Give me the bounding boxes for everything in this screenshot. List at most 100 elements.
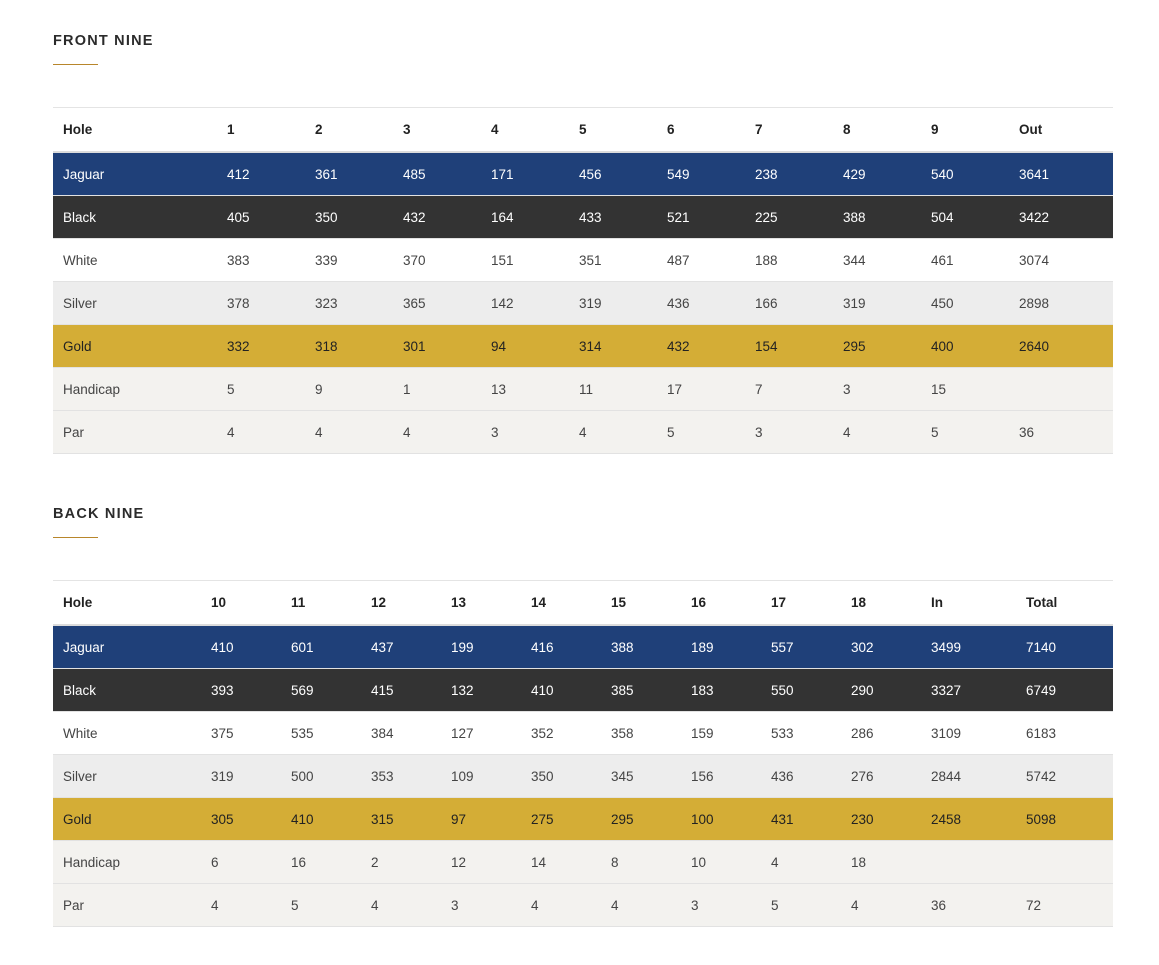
cell-value: 370 [393, 238, 481, 282]
cell-value: 36 [1009, 410, 1113, 454]
cell-value: 393 [201, 668, 281, 712]
cell-value: 295 [833, 324, 921, 368]
cell-value: 3109 [921, 711, 1016, 755]
cell-value: 275 [521, 797, 601, 841]
front-nine-scorecard: Hole 1 2 3 4 5 6 7 8 9 Out Jaguar 412 361 485 171 456 549… [53, 107, 1113, 454]
cell-value: 5 [761, 883, 841, 927]
cell-value: 3 [833, 367, 921, 411]
cell-value: 3499 [921, 625, 1016, 669]
cell-value: 4 [761, 840, 841, 884]
cell-value: 344 [833, 238, 921, 282]
cell-value: 5 [657, 410, 745, 454]
column-header: In [921, 580, 1016, 626]
cell-value: 540 [921, 152, 1009, 196]
cell-value: 4 [841, 883, 921, 927]
cell-value: 3 [745, 410, 833, 454]
cell-value: 5742 [1016, 754, 1113, 798]
cell-value: 549 [657, 152, 745, 196]
cell-value: 4 [569, 410, 657, 454]
cell-value: 436 [761, 754, 841, 798]
row-label: Silver [53, 754, 201, 798]
front-nine-title: FRONT NINE [53, 33, 154, 49]
row-label: Silver [53, 281, 217, 325]
cell-value: 127 [441, 711, 521, 755]
front-nine-section: FRONT NINE Hole 1 2 3 4 5 6 7 8 9 Out Jaguar 412 361 4… [53, 31, 1113, 454]
hole-header: Hole [53, 107, 217, 153]
column-header: Out [1009, 107, 1113, 153]
cell-value: 429 [833, 152, 921, 196]
cell-value: 5 [921, 410, 1009, 454]
column-header: 10 [201, 580, 281, 626]
cell-value: 450 [921, 281, 1009, 325]
row-white: White 383 339 370 151 351 487 188 344 461 3074 [53, 238, 1113, 282]
cell-value: 350 [521, 754, 601, 798]
cell-value: 189 [681, 625, 761, 669]
column-header: 17 [761, 580, 841, 626]
cell-value: 199 [441, 625, 521, 669]
header-row: Hole 10 11 12 13 14 15 16 17 18 In Total [53, 580, 1113, 626]
row-par: Par 4 5 4 3 4 4 3 5 4 36 72 [53, 883, 1113, 927]
cell-value: 17 [657, 367, 745, 411]
row-gold: Gold 305 410 315 97 275 295 100 431 230 2458 5098 [53, 797, 1113, 841]
header-row: Hole 1 2 3 4 5 6 7 8 9 Out [53, 107, 1113, 153]
cell-value: 166 [745, 281, 833, 325]
cell-value: 97 [441, 797, 521, 841]
cell-value: 432 [657, 324, 745, 368]
back-nine-section: BACK NINE Hole 10 11 12 13 14 15 16 17 18 In Total J… [53, 504, 1113, 927]
cell-value: 36 [921, 883, 1016, 927]
cell-value: 6749 [1016, 668, 1113, 712]
cell-value: 361 [305, 152, 393, 196]
cell-value: 432 [393, 195, 481, 239]
row-black: Black 405 350 432 164 433 521 225 388 504 3422 [53, 195, 1113, 239]
cell-value: 4 [521, 883, 601, 927]
cell-value [1016, 840, 1113, 884]
cell-value: 345 [601, 754, 681, 798]
cell-value: 301 [393, 324, 481, 368]
cell-value: 94 [481, 324, 569, 368]
cell-value: 351 [569, 238, 657, 282]
cell-value: 319 [201, 754, 281, 798]
cell-value: 436 [657, 281, 745, 325]
cell-value: 18 [841, 840, 921, 884]
cell-value: 15 [921, 367, 1009, 411]
row-silver: Silver 378 323 365 142 319 436 166 319 450 2898 [53, 281, 1113, 325]
cell-value: 3 [441, 883, 521, 927]
cell-value: 412 [217, 152, 305, 196]
cell-value: 410 [201, 625, 281, 669]
cell-value: 154 [745, 324, 833, 368]
column-header: Total [1016, 580, 1113, 626]
cell-value: 156 [681, 754, 761, 798]
cell-value: 352 [521, 711, 601, 755]
cell-value: 2844 [921, 754, 1016, 798]
column-header: 9 [921, 107, 1009, 153]
cell-value: 504 [921, 195, 1009, 239]
column-header: 15 [601, 580, 681, 626]
cell-value: 295 [601, 797, 681, 841]
cell-value: 2 [361, 840, 441, 884]
cell-value: 550 [761, 668, 841, 712]
cell-value: 10 [681, 840, 761, 884]
row-label: Handicap [53, 840, 201, 884]
cell-value: 415 [361, 668, 441, 712]
cell-value: 437 [361, 625, 441, 669]
cell-value: 100 [681, 797, 761, 841]
cell-value: 225 [745, 195, 833, 239]
cell-value: 164 [481, 195, 569, 239]
cell-value: 3641 [1009, 152, 1113, 196]
cell-value: 4 [305, 410, 393, 454]
column-header: 12 [361, 580, 441, 626]
cell-value: 12 [441, 840, 521, 884]
cell-value: 4 [201, 883, 281, 927]
cell-value: 500 [281, 754, 361, 798]
cell-value: 4 [833, 410, 921, 454]
row-label: Par [53, 410, 217, 454]
cell-value: 521 [657, 195, 745, 239]
cell-value: 3422 [1009, 195, 1113, 239]
cell-value: 314 [569, 324, 657, 368]
cell-value: 276 [841, 754, 921, 798]
cell-value: 533 [761, 711, 841, 755]
cell-value: 3327 [921, 668, 1016, 712]
cell-value: 72 [1016, 883, 1113, 927]
row-label: Gold [53, 324, 217, 368]
column-header: 7 [745, 107, 833, 153]
